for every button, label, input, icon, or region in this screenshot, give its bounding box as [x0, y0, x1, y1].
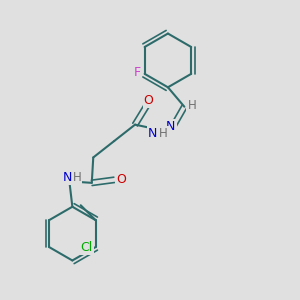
Text: H: H — [73, 171, 81, 184]
Text: O: O — [116, 173, 126, 186]
Text: N: N — [166, 120, 176, 133]
Text: N: N — [63, 171, 73, 184]
Text: Cl: Cl — [81, 241, 93, 254]
Text: H: H — [188, 99, 196, 112]
Text: H: H — [159, 127, 168, 140]
Text: N: N — [148, 127, 157, 140]
Text: F: F — [134, 66, 141, 79]
Text: O: O — [144, 94, 153, 107]
